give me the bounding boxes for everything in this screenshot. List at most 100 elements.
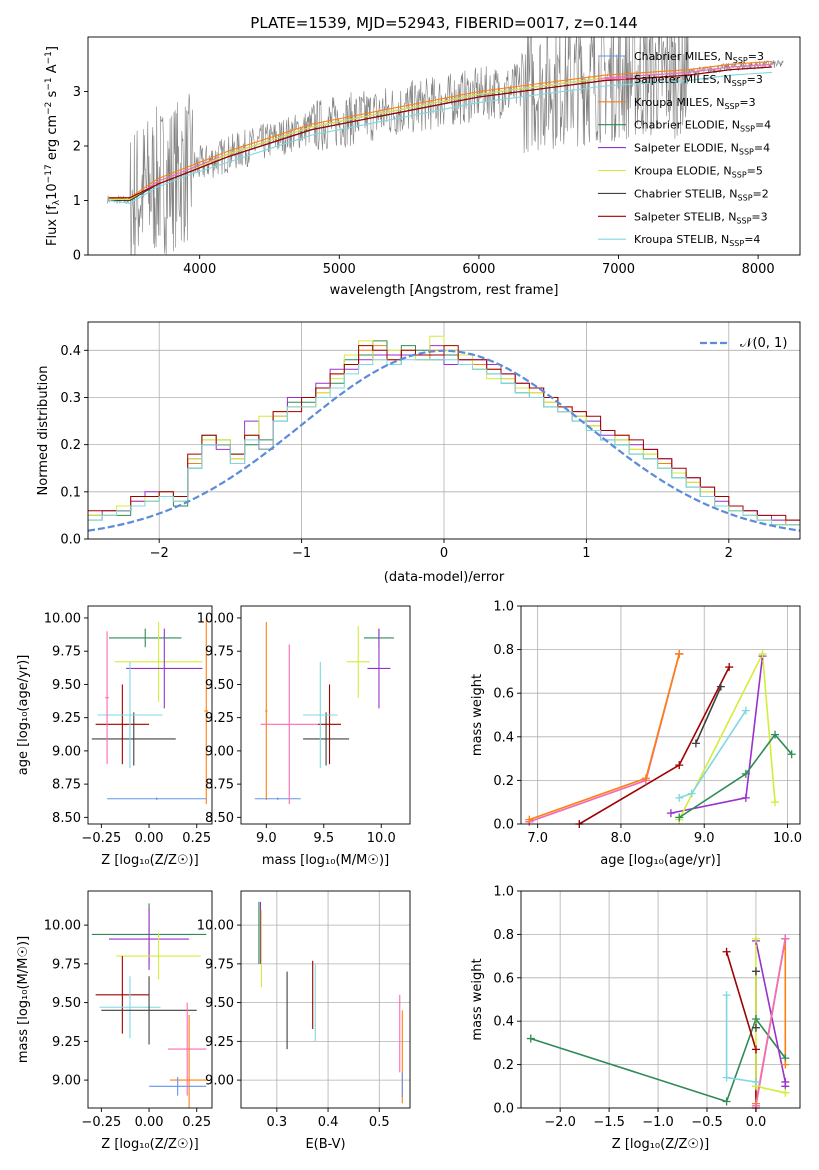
weight-marker <box>781 1060 790 1069</box>
y-tick-label: 0.4 <box>493 730 514 745</box>
y-tick-label: 0 <box>73 249 81 264</box>
weight-line-9 <box>755 938 787 1106</box>
weight-line-6 <box>725 995 757 1083</box>
legend-text: Chabrier ELODIE, N <box>634 119 740 132</box>
weight-marker <box>751 934 760 943</box>
y-tick-label: 1.0 <box>493 600 514 615</box>
x-tick-label: −1.0 <box>642 1115 674 1130</box>
legend-label: Salpeter MILES, NSSP=3 <box>634 73 763 88</box>
x-tick-label: 0.25 <box>182 831 211 846</box>
y-tick-label: 9.00 <box>205 744 234 759</box>
x-tick-label: 0.3 <box>267 1115 288 1130</box>
panel-1: 4000 5000 6000 7000 8000 0 1 2 3 PLATE=1539, MJD=… <box>44 14 801 298</box>
x-tick-label: 9.5 <box>313 831 334 846</box>
y-axis-label: Normed distribution <box>36 366 51 496</box>
y-tick-label: 9.50 <box>205 678 234 693</box>
weight-marker <box>751 967 760 976</box>
legend-label: Kroupa STELIB, NSSP=4 <box>634 233 760 248</box>
axes-frame <box>520 605 801 825</box>
y-tick-label: 9.75 <box>52 957 81 972</box>
x-tick-label: 0.00 <box>135 1115 164 1130</box>
weight-marker <box>751 1077 760 1086</box>
legend-text: Kroupa STELIB, N <box>634 233 729 246</box>
legend-label: Chabrier STELIB, NSSP=2 <box>634 187 769 202</box>
label-part: Flux [f <box>45 205 60 246</box>
plot-area <box>88 322 800 539</box>
label-part: erg cm <box>45 115 60 164</box>
y-tick-label: 9.25 <box>205 1035 234 1050</box>
y-tick-label: 0.0 <box>493 1102 514 1117</box>
legend-text: Salpeter ELODIE, N <box>634 142 739 155</box>
weight-marker <box>787 750 796 759</box>
x-axis-label: age [log₁₀(age/yr)] <box>600 853 721 868</box>
y-tick-label: 9.50 <box>52 996 81 1011</box>
y-tick-label: 0.0 <box>60 533 81 548</box>
y-tick-label: 3 <box>73 85 81 100</box>
weight-marker <box>751 1015 760 1024</box>
x-tick-label: 2 <box>725 546 733 561</box>
legend-value: =3 <box>747 73 763 86</box>
weight-marker <box>741 706 750 715</box>
weight-marker <box>781 1088 790 1097</box>
legend-label: Chabrier ELODIE, NSSP=4 <box>634 119 771 134</box>
y-tick-label: 10.00 <box>44 919 81 934</box>
legend-label: Chabrier MILES, NSSP=3 <box>634 50 764 65</box>
plot-area <box>241 891 410 1108</box>
y-tick-label: 8.75 <box>205 778 234 793</box>
panel-4: 9.0 9.5 10.0 8.50 8.75 9.00 9.25 9.50 9.75 10.00 m… <box>197 605 411 868</box>
axes-frame <box>87 890 213 1109</box>
y-tick-label: 0.6 <box>493 687 514 702</box>
x-axis-label: (data-model)/error <box>384 570 505 585</box>
weight-marker <box>675 793 684 802</box>
model-spectrum-3 <box>108 60 773 199</box>
x-tick-label: 8000 <box>742 262 775 277</box>
x-tick-label: 7000 <box>602 262 635 277</box>
y-axis-label: mass weight <box>470 674 485 756</box>
panel-3: −0.25 0.00 0.25 8.50 8.75 9.00 9.25 9.50 9.75 10.… <box>16 605 213 868</box>
residual-histogram-6 <box>88 359 800 526</box>
legend-text: Kroupa MILES, N <box>634 96 724 109</box>
panel-7: 0.3 0.4 0.5 9.00 9.25 9.50 9.75 10.00 E(B-V) <box>197 890 411 1152</box>
x-tick-label: 0.0 <box>746 1115 767 1130</box>
panel-2: −2 −1 0 1 2 0.0 0.1 0.2 0.3 0.4 (data-model)/error… <box>36 321 801 585</box>
axes-frame <box>87 605 213 825</box>
y-tick-label: 0.3 <box>60 391 81 406</box>
panel-6: −0.25 0.00 0.25 9.00 9.25 9.50 9.75 10.00 Z [log… <box>16 890 213 1152</box>
legend-value: =3 <box>739 96 755 109</box>
y-tick-label: 8.50 <box>52 811 81 826</box>
label-part: λ <box>52 199 62 205</box>
label-part: ] <box>45 46 60 51</box>
weight-marker <box>725 663 734 672</box>
y-tick-label: 0.1 <box>60 485 81 500</box>
y-tick-label: 2 <box>73 140 81 155</box>
y-tick-label: 9.50 <box>205 996 234 1011</box>
legend-text: Salpeter MILES, N <box>634 73 732 86</box>
y-tick-label: 0.8 <box>493 928 514 943</box>
x-tick-label: 4000 <box>183 262 216 277</box>
x-tick-label: 0.5 <box>369 1115 390 1130</box>
y-tick-label: 10.00 <box>197 919 234 934</box>
legend-sub: SSP <box>740 125 755 134</box>
label-part: 10 <box>45 183 60 200</box>
legend-label: Salpeter STELIB, NSSP=3 <box>634 210 768 225</box>
x-tick-label: −1.5 <box>593 1115 625 1130</box>
y-tick-label: 0.8 <box>493 643 514 658</box>
weight-marker <box>666 809 675 818</box>
x-tick-label: −0.5 <box>691 1115 723 1130</box>
weight-marker <box>758 649 767 658</box>
legend-text: Kroupa ELODIE, N <box>634 165 732 178</box>
y-tick-label: 9.00 <box>205 1074 234 1089</box>
axes-frame <box>240 605 411 825</box>
x-axis-label: E(B-V) <box>305 1137 345 1152</box>
weight-marker <box>526 1034 535 1043</box>
legend-label: Kroupa ELODIE, NSSP=5 <box>634 165 763 180</box>
weight-marker <box>741 793 750 802</box>
label-part: s <box>45 90 60 101</box>
label-part: −1 <box>44 77 54 90</box>
axes-frame <box>520 890 801 1109</box>
y-tick-label: 8.75 <box>52 778 81 793</box>
x-tick-label: 7.0 <box>527 831 548 846</box>
y-tick-label: 8.50 <box>205 811 234 826</box>
weight-marker <box>675 813 684 822</box>
x-tick-label: 1 <box>582 546 590 561</box>
